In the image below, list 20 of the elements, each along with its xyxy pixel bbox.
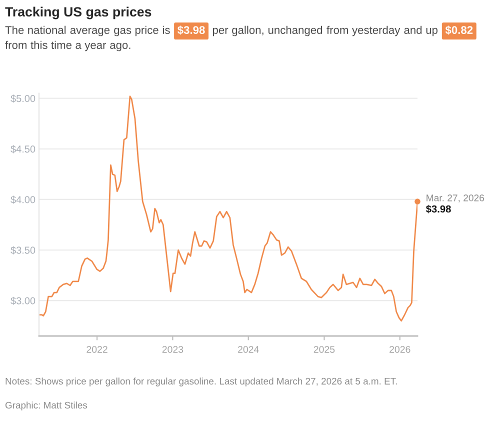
y-tick-label: $5.00 [10,94,36,103]
x-tick-label: 2026 [390,346,410,353]
y-tick-label: $4.00 [10,196,36,204]
text: per gallon, unchanged from yesterday and up [212,26,438,36]
text: $3.98 [178,26,205,35]
annotation: Mar. 27, 2026 [426,194,484,202]
text: from this time a year ago. [5,40,130,52]
text: Graphic: Matt Stiles [5,402,88,410]
text: Notes: Shows price per gallon for regular gasoline. Last updated March 27, 2026 at 5 a.m. ET. [6,378,397,386]
x-tick-label: 2025 [314,346,335,353]
y-tick-label: $3.00 [10,296,36,305]
x-tick-label: 2024 [238,346,259,353]
chart-title: Tracking US gas prices [5,6,152,20]
text: $0.82 [445,26,473,35]
y-tick-label: $4.50 [10,145,36,154]
y-tick-label: $3.50 [10,246,36,254]
x-tick-label: 2022 [86,346,108,353]
text: The national average gas price is [5,26,170,36]
annotation: $3.98 [426,204,451,214]
x-tick-label: 2023 [162,346,184,353]
